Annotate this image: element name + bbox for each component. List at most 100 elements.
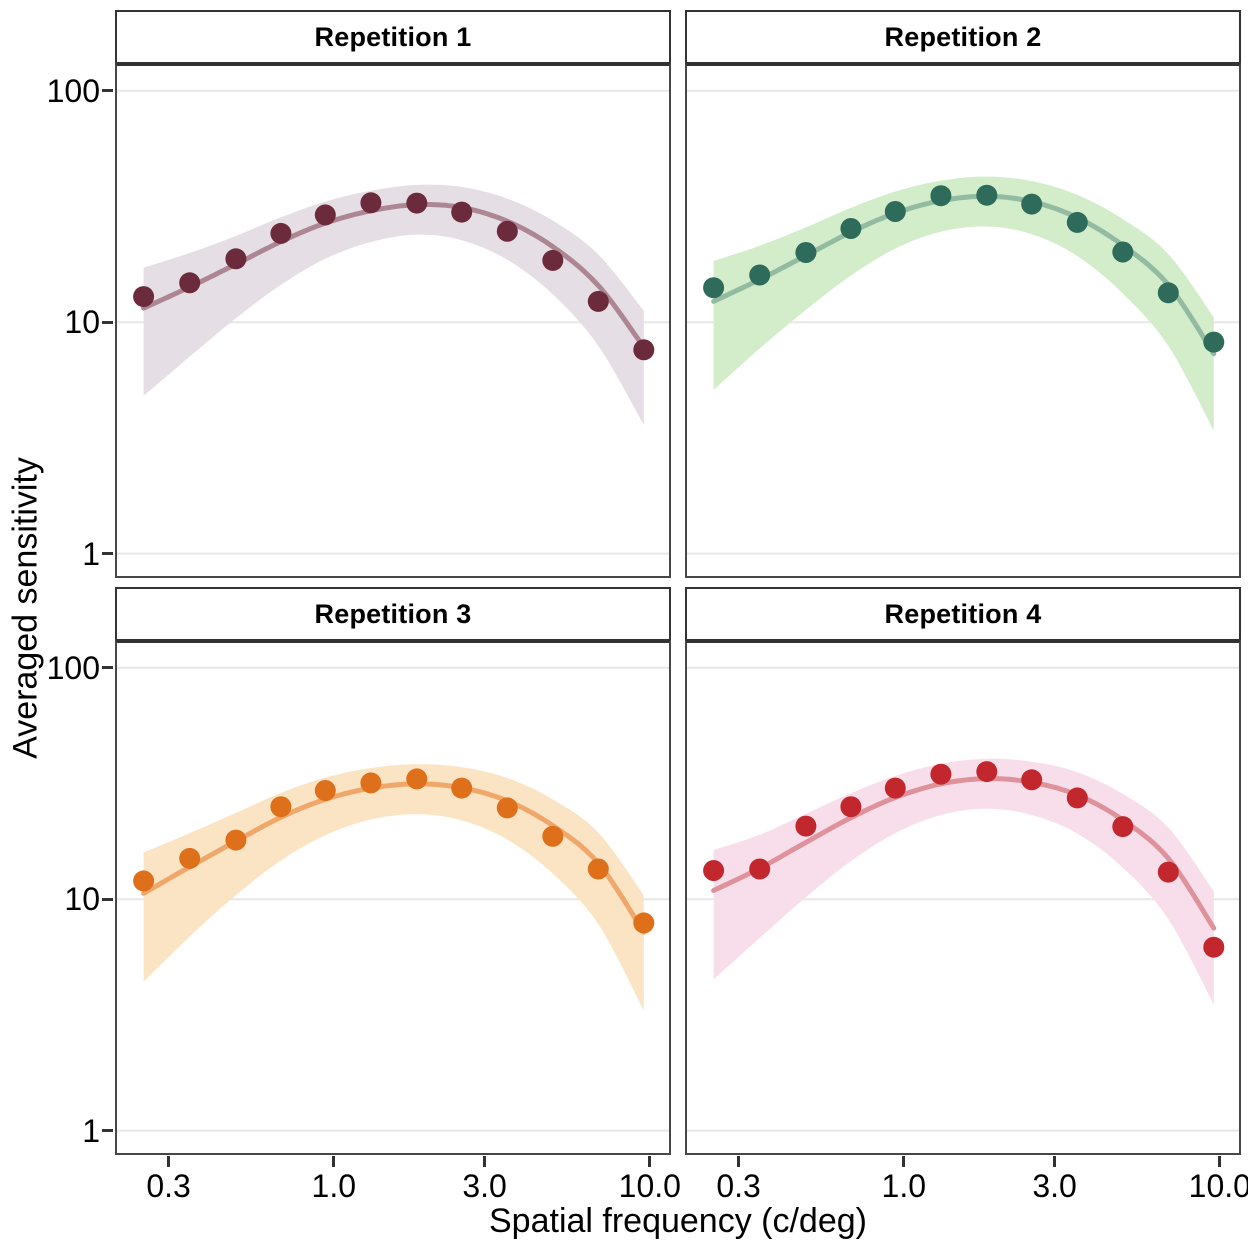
data-point bbox=[795, 242, 817, 263]
x-tick-label: 1.0 bbox=[881, 1168, 927, 1204]
confidence-ribbon bbox=[143, 184, 644, 425]
csf-plot-svg-repetition-2 bbox=[687, 89, 1239, 555]
facet-title-repetition-2: Repetition 2 bbox=[884, 21, 1042, 52]
data-point bbox=[840, 218, 862, 239]
facet-title-repetition-4: Repetition 4 bbox=[884, 598, 1042, 629]
data-point bbox=[225, 248, 247, 270]
x-tick-mark bbox=[1053, 1156, 1057, 1167]
y-axis-title: Averaged sensitivity bbox=[6, 457, 45, 759]
x-tick-mark bbox=[648, 1156, 652, 1167]
y-tick-label: 1 bbox=[82, 1112, 100, 1149]
data-point bbox=[270, 222, 292, 244]
data-point bbox=[542, 825, 564, 847]
x-tick-label: 0.3 bbox=[146, 1168, 191, 1204]
data-point bbox=[587, 290, 609, 312]
data-point bbox=[1112, 241, 1134, 263]
y-tick-label: 10 bbox=[64, 304, 100, 341]
fit-line bbox=[141, 202, 647, 350]
facet-panel-repetition-3 bbox=[115, 639, 671, 1155]
data-point bbox=[884, 777, 906, 799]
data-point bbox=[703, 277, 725, 299]
data-point bbox=[749, 264, 771, 286]
csf-plot-svg-repetition-3 bbox=[117, 666, 669, 1132]
data-point bbox=[451, 777, 473, 799]
x-tick-label: 3.0 bbox=[462, 1168, 507, 1204]
data-point bbox=[179, 847, 201, 869]
data-point bbox=[406, 768, 428, 790]
data-point bbox=[795, 815, 817, 837]
data-point bbox=[633, 912, 655, 934]
data-point bbox=[179, 272, 201, 294]
data-point bbox=[133, 286, 155, 308]
y-tick-label: 100 bbox=[46, 649, 100, 686]
data-point bbox=[1203, 936, 1225, 958]
confidence-ribbon bbox=[713, 758, 1214, 1005]
data-point bbox=[1021, 193, 1043, 215]
x-tick-mark bbox=[167, 1156, 171, 1167]
y-tick-label: 100 bbox=[46, 72, 100, 109]
data-point bbox=[633, 339, 655, 361]
y-tick-mark bbox=[102, 1129, 113, 1133]
data-point bbox=[451, 201, 473, 223]
confidence-ribbon bbox=[143, 764, 644, 1011]
facet-panel-repetition-4 bbox=[685, 639, 1241, 1155]
data-point bbox=[360, 772, 382, 794]
data-point bbox=[1157, 282, 1179, 304]
facet-strip-repetition-4: Repetition 4 bbox=[685, 587, 1241, 639]
x-axis-title: Spatial frequency (c/deg) bbox=[489, 1202, 867, 1240]
facet-title-repetition-3: Repetition 3 bbox=[314, 598, 472, 629]
data-point bbox=[1157, 861, 1179, 883]
y-tick-mark bbox=[102, 666, 113, 670]
data-point bbox=[749, 858, 771, 880]
data-point bbox=[976, 761, 998, 783]
data-point bbox=[360, 192, 382, 214]
x-tick-mark bbox=[737, 1156, 741, 1167]
data-point bbox=[314, 780, 336, 801]
x-tick-label: 1.0 bbox=[311, 1168, 357, 1204]
data-point bbox=[133, 870, 155, 892]
data-point bbox=[884, 201, 906, 222]
data-point bbox=[496, 797, 518, 819]
x-tick-mark bbox=[483, 1156, 487, 1167]
data-point bbox=[840, 796, 862, 818]
data-point bbox=[1112, 816, 1134, 838]
y-tick-mark bbox=[102, 320, 113, 324]
facet-strip-repetition-2: Repetition 2 bbox=[685, 10, 1241, 62]
x-tick-mark bbox=[332, 1156, 336, 1167]
y-tick-mark bbox=[102, 89, 113, 93]
y-tick-mark bbox=[102, 552, 113, 556]
facet-strip-repetition-1: Repetition 1 bbox=[115, 10, 671, 62]
data-point bbox=[1066, 787, 1088, 809]
data-point bbox=[930, 185, 952, 207]
x-tick-mark bbox=[1218, 1156, 1222, 1167]
confidence-ribbon bbox=[713, 176, 1214, 431]
data-point bbox=[930, 763, 952, 785]
data-point bbox=[406, 192, 428, 214]
data-point bbox=[270, 796, 292, 818]
data-point bbox=[496, 220, 518, 242]
csf-plot-svg-repetition-4 bbox=[687, 666, 1239, 1132]
data-point bbox=[1203, 331, 1225, 353]
facet-title-repetition-1: Repetition 1 bbox=[314, 21, 472, 52]
facet-panel-repetition-2 bbox=[685, 62, 1241, 578]
data-point bbox=[542, 249, 564, 271]
csf-plot-svg-repetition-1 bbox=[117, 89, 669, 555]
data-point bbox=[1021, 769, 1043, 791]
y-tick-label: 1 bbox=[82, 535, 100, 572]
x-tick-label: 0.3 bbox=[716, 1168, 761, 1204]
x-tick-label: 3.0 bbox=[1032, 1168, 1077, 1204]
data-point bbox=[225, 829, 247, 851]
facet-panel-repetition-1 bbox=[115, 62, 671, 578]
y-tick-mark bbox=[102, 897, 113, 901]
data-point bbox=[314, 204, 336, 226]
data-point bbox=[587, 858, 609, 880]
x-tick-label: 10.0 bbox=[618, 1168, 681, 1204]
x-tick-label: 10.0 bbox=[1188, 1168, 1248, 1204]
data-point bbox=[976, 184, 998, 206]
facet-strip-repetition-3: Repetition 3 bbox=[115, 587, 671, 639]
x-tick-mark bbox=[902, 1156, 906, 1167]
y-tick-label: 10 bbox=[64, 881, 100, 918]
data-point bbox=[1066, 211, 1088, 233]
data-point bbox=[703, 860, 725, 881]
